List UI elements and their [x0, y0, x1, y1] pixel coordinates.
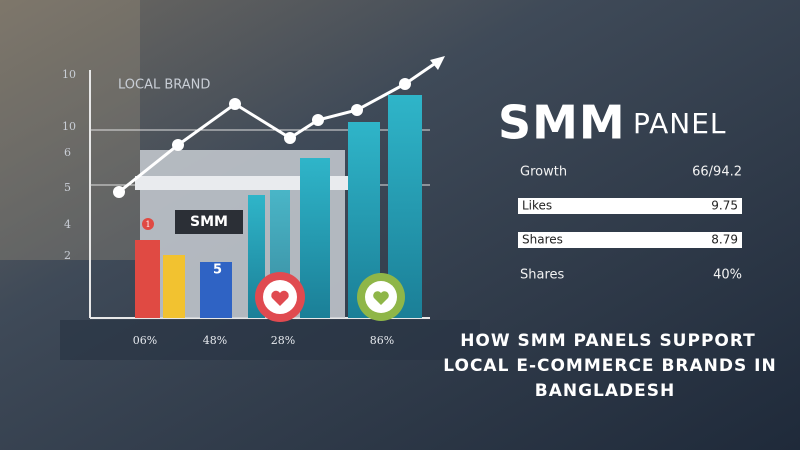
- axis-label: 4: [64, 218, 71, 231]
- brand-main: SMM: [498, 96, 626, 150]
- title-line: BANGLADESH: [535, 381, 675, 401]
- stat-bar: [518, 232, 742, 248]
- axis-label: 10: [62, 120, 76, 133]
- title-line: LOCAL E-COMMERCE BRANDS IN: [443, 356, 776, 376]
- bar-shape: [163, 255, 185, 318]
- title: HOW SMM PANELS SUPPORT LOCAL E-COMMERCE …: [443, 331, 776, 401]
- bar-shape: [300, 158, 330, 318]
- stat-value: 40%: [713, 268, 742, 283]
- bottom-label: 28%: [271, 334, 295, 347]
- badge: [142, 218, 154, 230]
- badge-text: 1: [145, 220, 150, 229]
- arrow-head: [430, 56, 445, 70]
- stat-value: 9.75: [711, 199, 738, 213]
- stat-label: Shares: [520, 268, 565, 283]
- stat-value: 8.79: [711, 233, 738, 247]
- laptop: [60, 320, 480, 360]
- stat-bar: [518, 198, 742, 214]
- stat-value: 66/94.2: [692, 165, 742, 180]
- sign: [175, 210, 243, 234]
- bottom-label: 48%: [203, 334, 227, 347]
- illustration: 10 10 6 5 4 2 LOCAL BRAND SMM 1 5: [62, 56, 445, 347]
- chart-label: LOCAL BRAND: [118, 78, 210, 93]
- store-awning: [135, 176, 350, 190]
- heart: [271, 290, 289, 306]
- bottom-label: 06%: [133, 334, 157, 347]
- sign-text: SMM: [190, 214, 228, 230]
- heart: [373, 291, 389, 305]
- stat-label: Shares: [522, 233, 563, 247]
- axis-label: 2: [64, 249, 71, 262]
- axis-label: 10: [62, 68, 76, 81]
- bottom-label: 86%: [370, 334, 394, 347]
- bar-shape: [135, 240, 160, 318]
- stat-label: Likes: [522, 199, 552, 213]
- stat-label: Growth: [520, 165, 567, 180]
- title-line: HOW SMM PANELS SUPPORT: [460, 331, 756, 351]
- brand-sub: PANEL: [633, 107, 726, 140]
- trend-line: [118, 58, 441, 194]
- trend-points: [113, 78, 411, 198]
- axis-label: 6: [64, 146, 71, 159]
- axis-label: 5: [64, 181, 71, 194]
- box-shape: [200, 262, 232, 318]
- box-text: 5: [213, 263, 222, 278]
- stats: Growth 66/94.2 Likes 9.75 Shares 8.79 Sh…: [518, 165, 742, 283]
